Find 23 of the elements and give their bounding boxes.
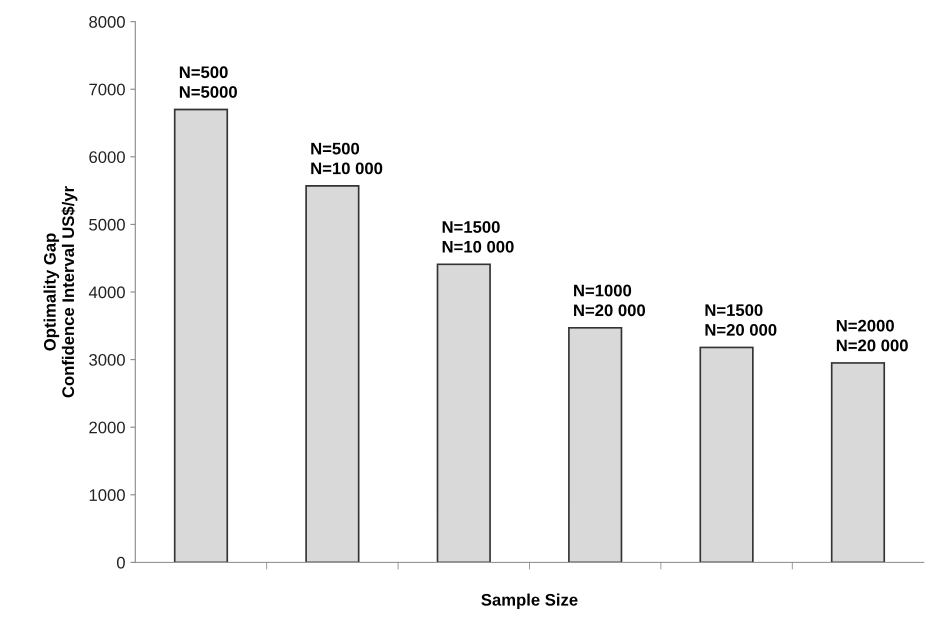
y-tick-label: 6000 — [89, 151, 125, 164]
bar — [568, 326, 622, 562]
y-tick-label: 4000 — [88, 286, 125, 298]
x-tick-label: N=1500 N=20 000 — [705, 304, 776, 336]
y-tick-label: 2000 — [89, 422, 125, 434]
y-tick-label: 0 — [116, 556, 125, 569]
x-tick-label: N=2000 N=20 000 — [836, 320, 908, 352]
y-tick-label: 5000 — [89, 218, 125, 231]
bar — [436, 263, 491, 562]
bar — [699, 346, 754, 562]
y-tick-label: 7000 — [89, 84, 125, 96]
y-tick-label: 3000 — [89, 354, 125, 366]
x-tick-label: N=500 N=10 000 — [311, 142, 382, 174]
y-tick-label: 1000 — [90, 489, 125, 501]
bar — [830, 362, 886, 562]
x-tick-label: N=1500 N=10 000 — [442, 221, 514, 253]
bar — [305, 185, 360, 562]
x-tick-label: N=500 N=5000 — [180, 66, 237, 98]
x-axis-title: Sample Size — [481, 593, 578, 610]
x-tick-label: N=1000 N=20 000 — [574, 284, 646, 316]
y-tick-label: 8000 — [89, 16, 125, 28]
y-axis-title: Optimality Gap Confidence Interval US$/yr — [44, 186, 78, 398]
bar — [174, 108, 228, 562]
